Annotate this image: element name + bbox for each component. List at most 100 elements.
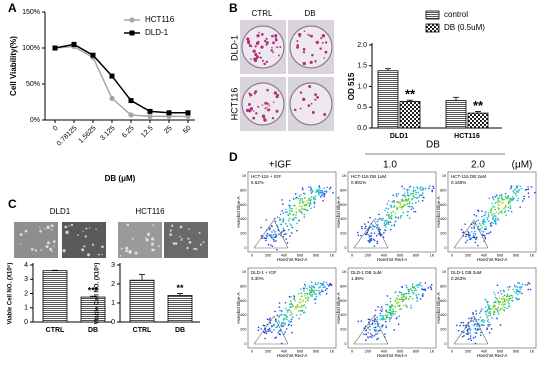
event-dot [310, 198, 312, 201]
event-dot [475, 313, 478, 315]
event-dot [493, 212, 495, 215]
event-dot [507, 195, 509, 198]
event-dot [384, 219, 387, 222]
event-dot [371, 228, 374, 230]
event-dot [407, 205, 409, 208]
x-tick-label: 600 [397, 350, 403, 354]
event-dot [321, 284, 324, 286]
event-dot [298, 208, 300, 211]
event-dot [484, 298, 487, 301]
event-dot [499, 324, 502, 326]
event-dot [487, 318, 489, 321]
event-dot [304, 204, 307, 206]
event-dot [313, 298, 316, 301]
event-dot [477, 318, 480, 321]
event-dot [289, 311, 292, 313]
event-dot [376, 338, 378, 341]
colony [321, 34, 326, 38]
x-tick-label: DLD1 [390, 133, 408, 140]
event-dot [508, 285, 511, 288]
cell [169, 229, 172, 232]
event-dot [393, 200, 395, 202]
x-tick-label: 800 [513, 350, 519, 354]
event-dot [521, 292, 523, 295]
event-dot [489, 312, 492, 315]
event-dot [405, 305, 408, 307]
x-axis-label: Hoechst Red-A [477, 353, 508, 358]
event-dot [312, 197, 315, 200]
event-dot [292, 198, 295, 200]
event-dot [381, 316, 384, 319]
event-dot [412, 190, 415, 192]
event-dot [376, 228, 379, 231]
event-dot [475, 310, 477, 312]
event-dot [301, 212, 303, 214]
event-dot [513, 284, 516, 287]
column-label: CTRL [252, 9, 273, 18]
event-dot [292, 305, 295, 307]
event-dot [517, 281, 519, 284]
event-dot [501, 212, 503, 214]
event-dot [493, 222, 495, 224]
event-dot [482, 321, 485, 324]
event-dot [431, 190, 433, 193]
flow-plot-percent: 0.991% [351, 180, 366, 185]
event-dot [475, 323, 478, 325]
event-dot [379, 309, 382, 312]
event-dot [422, 288, 425, 291]
event-dot [275, 240, 277, 242]
y-tick-label: 0 [344, 342, 346, 346]
event-dot [365, 333, 368, 336]
cell [91, 243, 95, 246]
event-dot [374, 309, 377, 312]
point [109, 95, 115, 101]
event-dot [492, 218, 495, 221]
colony [258, 52, 261, 55]
event-dot [384, 209, 386, 212]
x-tick-label: 0 [451, 254, 453, 258]
colony [258, 31, 260, 34]
event-dot [292, 214, 295, 216]
event-dot [486, 218, 489, 221]
cell [145, 238, 149, 242]
event-dot [508, 299, 510, 302]
event-dot [310, 291, 313, 294]
event-dot [418, 194, 421, 196]
colony [296, 40, 299, 43]
event-dot [411, 206, 414, 208]
y-tick-label: 3 [111, 262, 115, 269]
point [147, 113, 153, 119]
event-dot [303, 304, 306, 306]
cell [83, 245, 86, 248]
event-dot [487, 314, 489, 317]
event-dot [515, 187, 518, 189]
event-dot [319, 196, 322, 198]
event-dot [472, 320, 474, 322]
event-dot [268, 318, 271, 321]
cell [46, 241, 50, 245]
event-dot [294, 193, 297, 195]
colony [272, 101, 275, 104]
cell [53, 245, 55, 248]
x-axis-label: Hoechst Red-A [277, 353, 308, 358]
colony [302, 61, 306, 66]
event-dot [395, 195, 398, 197]
event-dot [464, 241, 467, 244]
event-dot [480, 323, 483, 326]
event-dot [407, 192, 409, 194]
event-dot [387, 207, 390, 210]
event-dot [281, 209, 283, 212]
event-dot [301, 208, 303, 210]
x-tick-label: 1K [330, 350, 335, 354]
event-dot [420, 194, 422, 197]
x-tick-label: 400 [381, 350, 387, 354]
y-tick-label: 400 [440, 217, 446, 221]
event-dot [476, 325, 478, 328]
event-dot [379, 312, 382, 315]
event-dot [473, 225, 475, 227]
event-dot [389, 318, 391, 321]
event-dot [317, 191, 319, 193]
flow-dose-label: DB [426, 140, 440, 151]
event-dot [487, 220, 490, 223]
flow-plot-name: HCT-116 DB 1uM [351, 174, 386, 179]
